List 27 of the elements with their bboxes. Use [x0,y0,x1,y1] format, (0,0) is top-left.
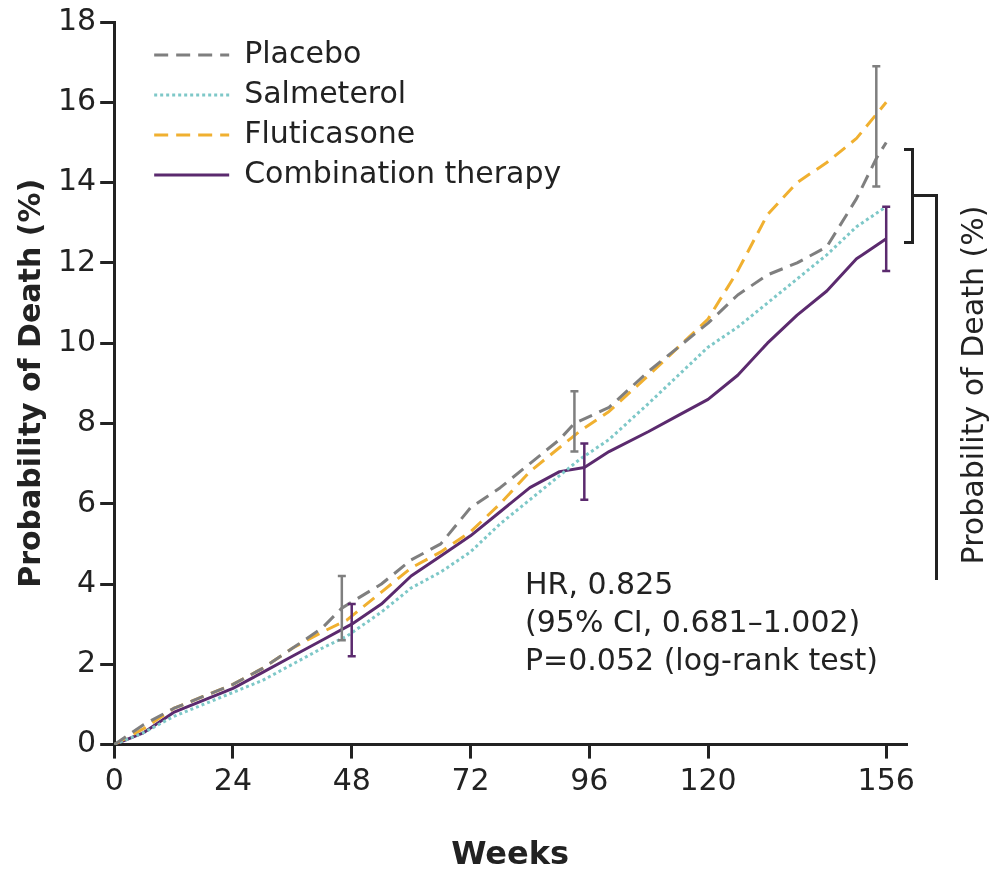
y-tick-label: 18 [57,1,97,37]
x-tick-label: 72 [451,762,490,798]
legend-label: Fluticasone [244,114,416,150]
legend-label: Salmeterol [244,74,407,110]
legend-label: Combination therapy [244,154,562,190]
y-tick-label: 6 [77,483,97,519]
y-tick-label: 12 [57,242,97,278]
x-tick-label: 48 [332,762,371,798]
y-tick-label: 8 [77,403,97,439]
text: Probability of Death (%) [954,205,990,565]
x-tick-label: 120 [679,762,737,798]
legend-label: Placebo [244,34,362,70]
x-tick-label: 0 [104,762,124,798]
y-tick-label: 4 [77,563,97,599]
y-tick-label: 2 [77,644,97,680]
y-axis-title: Probability of Death (%) [11,178,47,588]
y-tick-label: 10 [57,322,97,358]
x-tick-label: 156 [857,762,915,798]
annotation: HR, 0.825 [525,565,674,601]
x-tick-label: 24 [213,762,253,798]
x-axis-title: Weeks [451,834,570,873]
x-tick-label: 96 [570,762,609,798]
y-tick-label: 16 [57,82,97,118]
annotation: P=0.052 (log-rank test) [525,641,878,677]
y-tick-label: 14 [57,162,97,198]
y-tick-label: 0 [77,724,97,760]
annotation: (95% CI, 0.681–1.002) [525,603,861,639]
